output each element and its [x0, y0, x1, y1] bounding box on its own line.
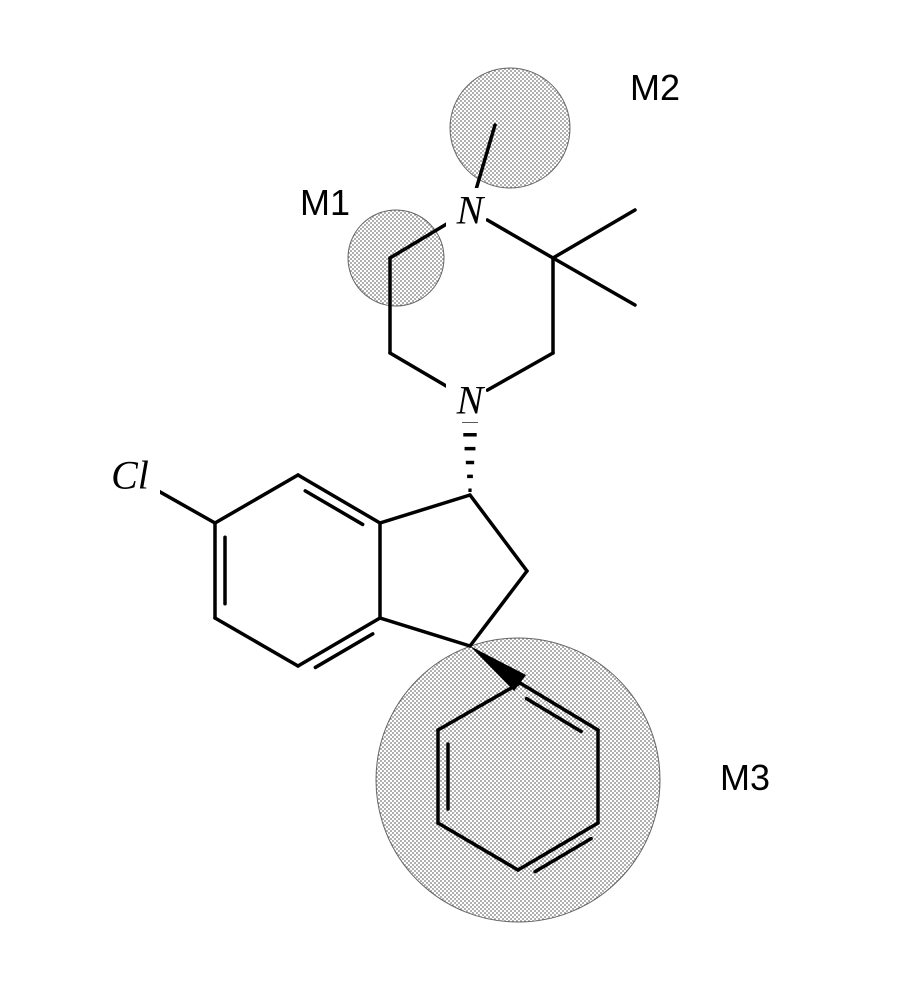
highlight-M2 — [450, 68, 570, 188]
annotation-M1: M1 — [300, 182, 350, 223]
bond — [380, 618, 470, 646]
bond — [553, 258, 635, 305]
atom-label-N2: N — [456, 188, 486, 233]
bond — [215, 475, 298, 523]
bond — [390, 353, 453, 390]
bond — [487, 353, 553, 390]
highlights-layer — [348, 68, 660, 922]
bond — [215, 618, 298, 666]
bond — [553, 210, 635, 258]
bond — [470, 571, 527, 646]
bond — [487, 220, 553, 258]
bond — [470, 495, 527, 571]
highlight-M1 — [348, 210, 444, 306]
bond — [298, 475, 380, 523]
annotation-M2: M2 — [630, 67, 680, 108]
annotation-M3: M3 — [720, 757, 770, 798]
atom-label-Cl: Cl — [111, 453, 149, 498]
bond — [298, 618, 380, 666]
bond — [380, 495, 470, 523]
atom-label-N1: N — [456, 378, 486, 423]
